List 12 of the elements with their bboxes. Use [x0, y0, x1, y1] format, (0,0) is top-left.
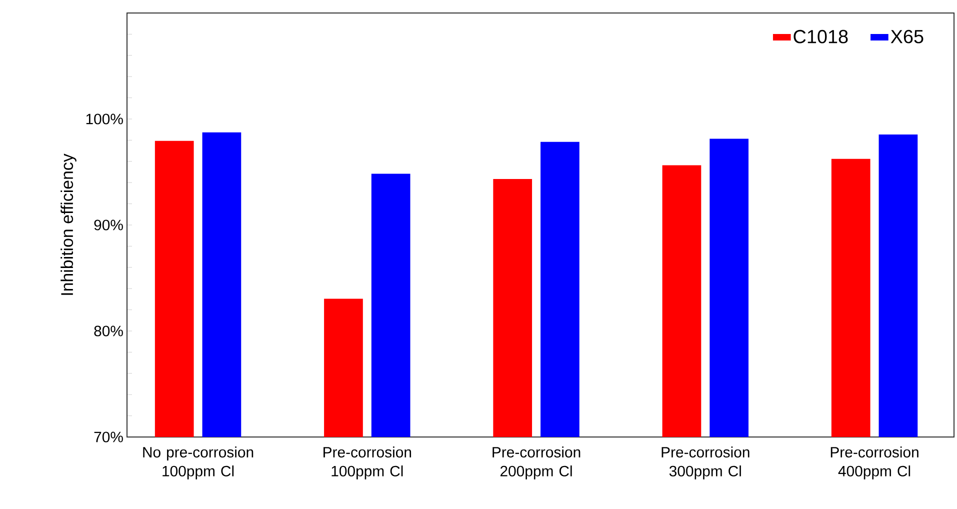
x-tick-label: No pre-corrosion 100ppm Cl	[143, 446, 254, 480]
y-tick-label: 90%	[94, 220, 123, 230]
legend-label: X65	[890, 30, 924, 44]
x-tick-label: Pre-corrosion 100ppm Cl	[324, 446, 412, 480]
y-tick-label: 80%	[94, 326, 123, 336]
y-tick-label: 100%	[86, 114, 123, 124]
x-tick-label: Pre-corrosion 300ppm Cl	[662, 446, 750, 480]
x-tick-label: Pre-corrosion 400ppm Cl	[830, 446, 918, 480]
y-tick-label: 70%	[94, 432, 123, 442]
y-axis-title: Inhibition efficiency	[60, 154, 76, 295]
legend-label: C1018	[794, 30, 848, 44]
x-tick-label: Pre-corrosion 200ppm Cl	[492, 446, 580, 480]
